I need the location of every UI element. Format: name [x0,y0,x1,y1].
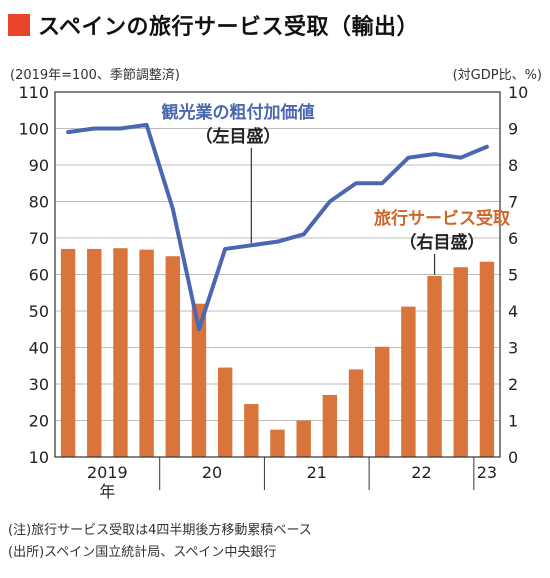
bar [139,249,154,457]
bar-series-axis-note: （右目盛） [400,232,485,253]
left-tick-label: 110 [18,83,49,102]
bar [427,275,442,457]
left-tick-label: 90 [29,156,49,175]
left-axis-unit: (2019年=100、季節調整済) [10,68,180,83]
right-tick-label: 0 [508,448,518,467]
x-group-label: 20 [202,463,222,482]
notes: (注)旅行サービス受取は4四半期後方移動累積ベース (出所)スペイン国立統計局、… [8,520,312,564]
left-tick-label: 40 [29,339,49,358]
left-tick-label: 20 [29,412,49,431]
right-tick-label: 2 [508,375,518,394]
line-series [66,122,489,332]
right-tick-label: 7 [508,193,518,212]
left-tick-label: 60 [29,266,49,285]
bar [453,267,468,457]
x-group-sublabel: 年 [99,482,115,501]
bar [270,429,285,457]
left-tick-label: 70 [29,229,49,248]
bar [479,261,495,457]
x-group-label: 21 [307,463,327,482]
left-tick-label: 80 [29,193,49,212]
title-marker [8,14,30,36]
bar [375,346,390,457]
bar [113,248,128,457]
line-path [66,122,489,332]
bar [348,369,364,457]
x-group-label: 22 [411,463,431,482]
bar [322,394,338,457]
right-tick-label: 10 [508,83,528,102]
chart-plot: 1101009080706050403020101098765432102019… [18,83,528,501]
source-caption: (出所)スペイン国立統計局、スペイン中央銀行 [8,545,277,560]
x-group-label: 2019 [87,463,128,482]
note-caption: (注)旅行サービス受取は4四半期後方移動累積ベース [8,523,312,538]
bar [191,303,207,457]
left-tick-label: 10 [29,448,49,467]
title-text: スペインの旅行サービス受取（輸出） [38,15,419,40]
bar [401,306,416,457]
right-tick-label: 3 [508,339,518,358]
bar-series [60,248,495,457]
bar [296,420,311,457]
right-tick-label: 4 [508,302,518,321]
right-tick-label: 1 [508,412,518,431]
right-tick-label: 5 [508,266,518,285]
axes: 1101009080706050403020101098765432102019… [18,83,528,501]
right-tick-label: 8 [508,156,518,175]
bar [87,248,102,457]
right-axis-unit: (対GDP比、%) [452,68,542,83]
bar [217,367,233,457]
series-labels: 観光業の粗付加価値 （左目盛） 旅行サービス受取 （右目盛） [162,102,510,275]
chart-title: スペインの旅行サービス受取（輸出） [8,10,419,40]
right-tick-label: 6 [508,229,518,248]
grid-lines [55,128,500,421]
left-tick-label: 100 [18,120,49,139]
bar [60,248,76,457]
right-tick-label: 9 [508,120,518,139]
left-tick-label: 50 [29,302,49,321]
x-group-label: 23 [477,463,497,482]
bar [165,256,180,457]
bar [244,404,259,457]
line-series-axis-note: （左目盛） [196,126,281,147]
line-series-label: 観光業の粗付加価値 [162,102,315,123]
left-tick-label: 30 [29,375,49,394]
bar-series-label: 旅行サービス受取 [374,208,510,229]
plot-frame [54,91,501,458]
